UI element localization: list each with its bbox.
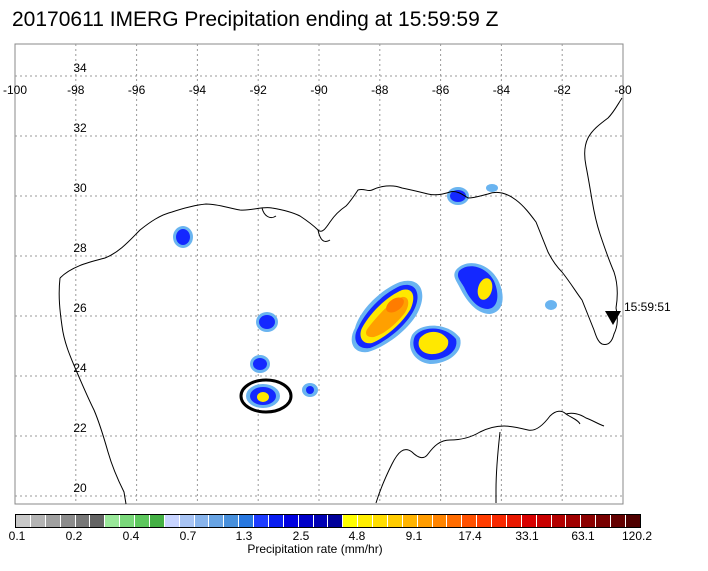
colorbar-swatch bbox=[492, 515, 507, 527]
colorbar-tick-label: 0.2 bbox=[65, 529, 83, 543]
colorbar bbox=[15, 514, 641, 528]
colorbar-swatch bbox=[135, 515, 150, 527]
colorbar-swatch bbox=[373, 515, 388, 527]
colorbar-swatch bbox=[120, 515, 135, 527]
precipitation-cells bbox=[173, 184, 557, 408]
colorbar-swatch bbox=[239, 515, 254, 527]
colorbar-swatch bbox=[566, 515, 582, 527]
lon-tick-label: -96 bbox=[128, 83, 146, 97]
colorbar-swatch bbox=[75, 515, 91, 527]
colorbar-tick-label: 17.4 bbox=[458, 529, 482, 543]
lon-tick-label: -84 bbox=[493, 83, 511, 97]
swath-time-label: 15:59:51 bbox=[624, 300, 671, 314]
colorbar-swatch bbox=[254, 515, 269, 527]
lon-tick-label: -92 bbox=[250, 83, 268, 97]
colorbar-swatch bbox=[551, 515, 567, 527]
swath-end-marker bbox=[605, 311, 621, 325]
colorbar-swatch bbox=[536, 515, 552, 527]
colorbar-swatch bbox=[30, 515, 46, 527]
colorbar-swatch bbox=[521, 515, 537, 527]
colorbar-swatch bbox=[328, 515, 344, 527]
colorbar-swatch bbox=[477, 515, 492, 527]
colorbar-swatch bbox=[358, 515, 373, 527]
lat-tick-label: 32 bbox=[73, 121, 87, 135]
colorbar-swatch bbox=[432, 515, 448, 527]
coastlines bbox=[58, 97, 623, 505]
lat-tick-label: 28 bbox=[73, 241, 87, 255]
colorbar-swatch bbox=[596, 515, 611, 527]
colorbar-swatch bbox=[581, 515, 597, 527]
colorbar-tick-label: 120.2 bbox=[621, 529, 653, 543]
colorbar-swatch bbox=[611, 515, 626, 527]
colorbar-swatch bbox=[179, 515, 195, 527]
lon-tick-label: -86 bbox=[432, 83, 450, 97]
colorbar-tick-label: 9.1 bbox=[405, 529, 423, 543]
colorbar-swatch bbox=[506, 515, 522, 527]
colorbar-swatch bbox=[224, 515, 240, 527]
colorbar-swatch bbox=[60, 515, 76, 527]
colorbar-tick-label: 0.7 bbox=[179, 529, 197, 543]
storm-contour bbox=[239, 378, 293, 414]
lon-tick-label: -90 bbox=[310, 83, 328, 97]
colorbar-title: Precipitation rate (mm/hr) bbox=[247, 542, 383, 556]
colorbar-swatch bbox=[625, 515, 640, 527]
colorbar-swatch bbox=[387, 515, 403, 527]
lat-tick-label: 22 bbox=[73, 421, 87, 435]
lat-tick-label: 20 bbox=[73, 481, 87, 495]
colorbar-swatch bbox=[402, 515, 418, 527]
colorbar-swatch bbox=[209, 515, 225, 527]
colorbar-swatch bbox=[447, 515, 463, 527]
colorbar-tick-label: 0.4 bbox=[122, 529, 140, 543]
colorbar-tick-label: 4.8 bbox=[348, 529, 366, 543]
colorbar-swatch bbox=[298, 515, 314, 527]
lon-tick-label: -98 bbox=[67, 83, 85, 97]
colorbar-tick-label: 33.1 bbox=[515, 529, 539, 543]
colorbar-swatch bbox=[283, 515, 299, 527]
lon-tick-label: -80 bbox=[614, 83, 632, 97]
colorbar-swatch bbox=[149, 515, 165, 527]
map-title: 20170611 IMERG Precipitation ending at 1… bbox=[12, 8, 499, 31]
colorbar-swatch bbox=[417, 515, 433, 527]
colorbar-swatch bbox=[105, 515, 121, 527]
graticule: -100 -98 -96 -94 -92 -90 -88 -86 -84 -82 -80202224… bbox=[3, 44, 632, 504]
lat-tick-label: 30 bbox=[73, 181, 87, 195]
colorbar-swatch bbox=[343, 515, 359, 527]
colorbar-tick-label: 1.3 bbox=[235, 529, 253, 543]
colorbar-swatch bbox=[90, 515, 106, 527]
lon-tick-label: -94 bbox=[189, 83, 207, 97]
lat-tick-label: 34 bbox=[73, 61, 87, 75]
colorbar-swatch bbox=[16, 515, 31, 527]
colorbar-swatch bbox=[45, 515, 61, 527]
colorbar-swatch bbox=[164, 515, 180, 527]
colorbar-swatch bbox=[462, 515, 478, 527]
lon-tick-label: -82 bbox=[554, 83, 572, 97]
colorbar-tick-label: 63.1 bbox=[571, 529, 595, 543]
colorbar-swatch bbox=[268, 515, 284, 527]
colorbar-swatch bbox=[313, 515, 329, 527]
colorbar-swatch bbox=[194, 515, 210, 527]
colorbar-tick-label: 2.5 bbox=[292, 529, 310, 543]
lat-tick-label: 26 bbox=[73, 301, 87, 315]
colorbar-tick-label: 0.1 bbox=[8, 529, 26, 543]
lon-tick-label: -88 bbox=[371, 83, 389, 97]
lon-tick-label: -100 bbox=[3, 83, 27, 97]
